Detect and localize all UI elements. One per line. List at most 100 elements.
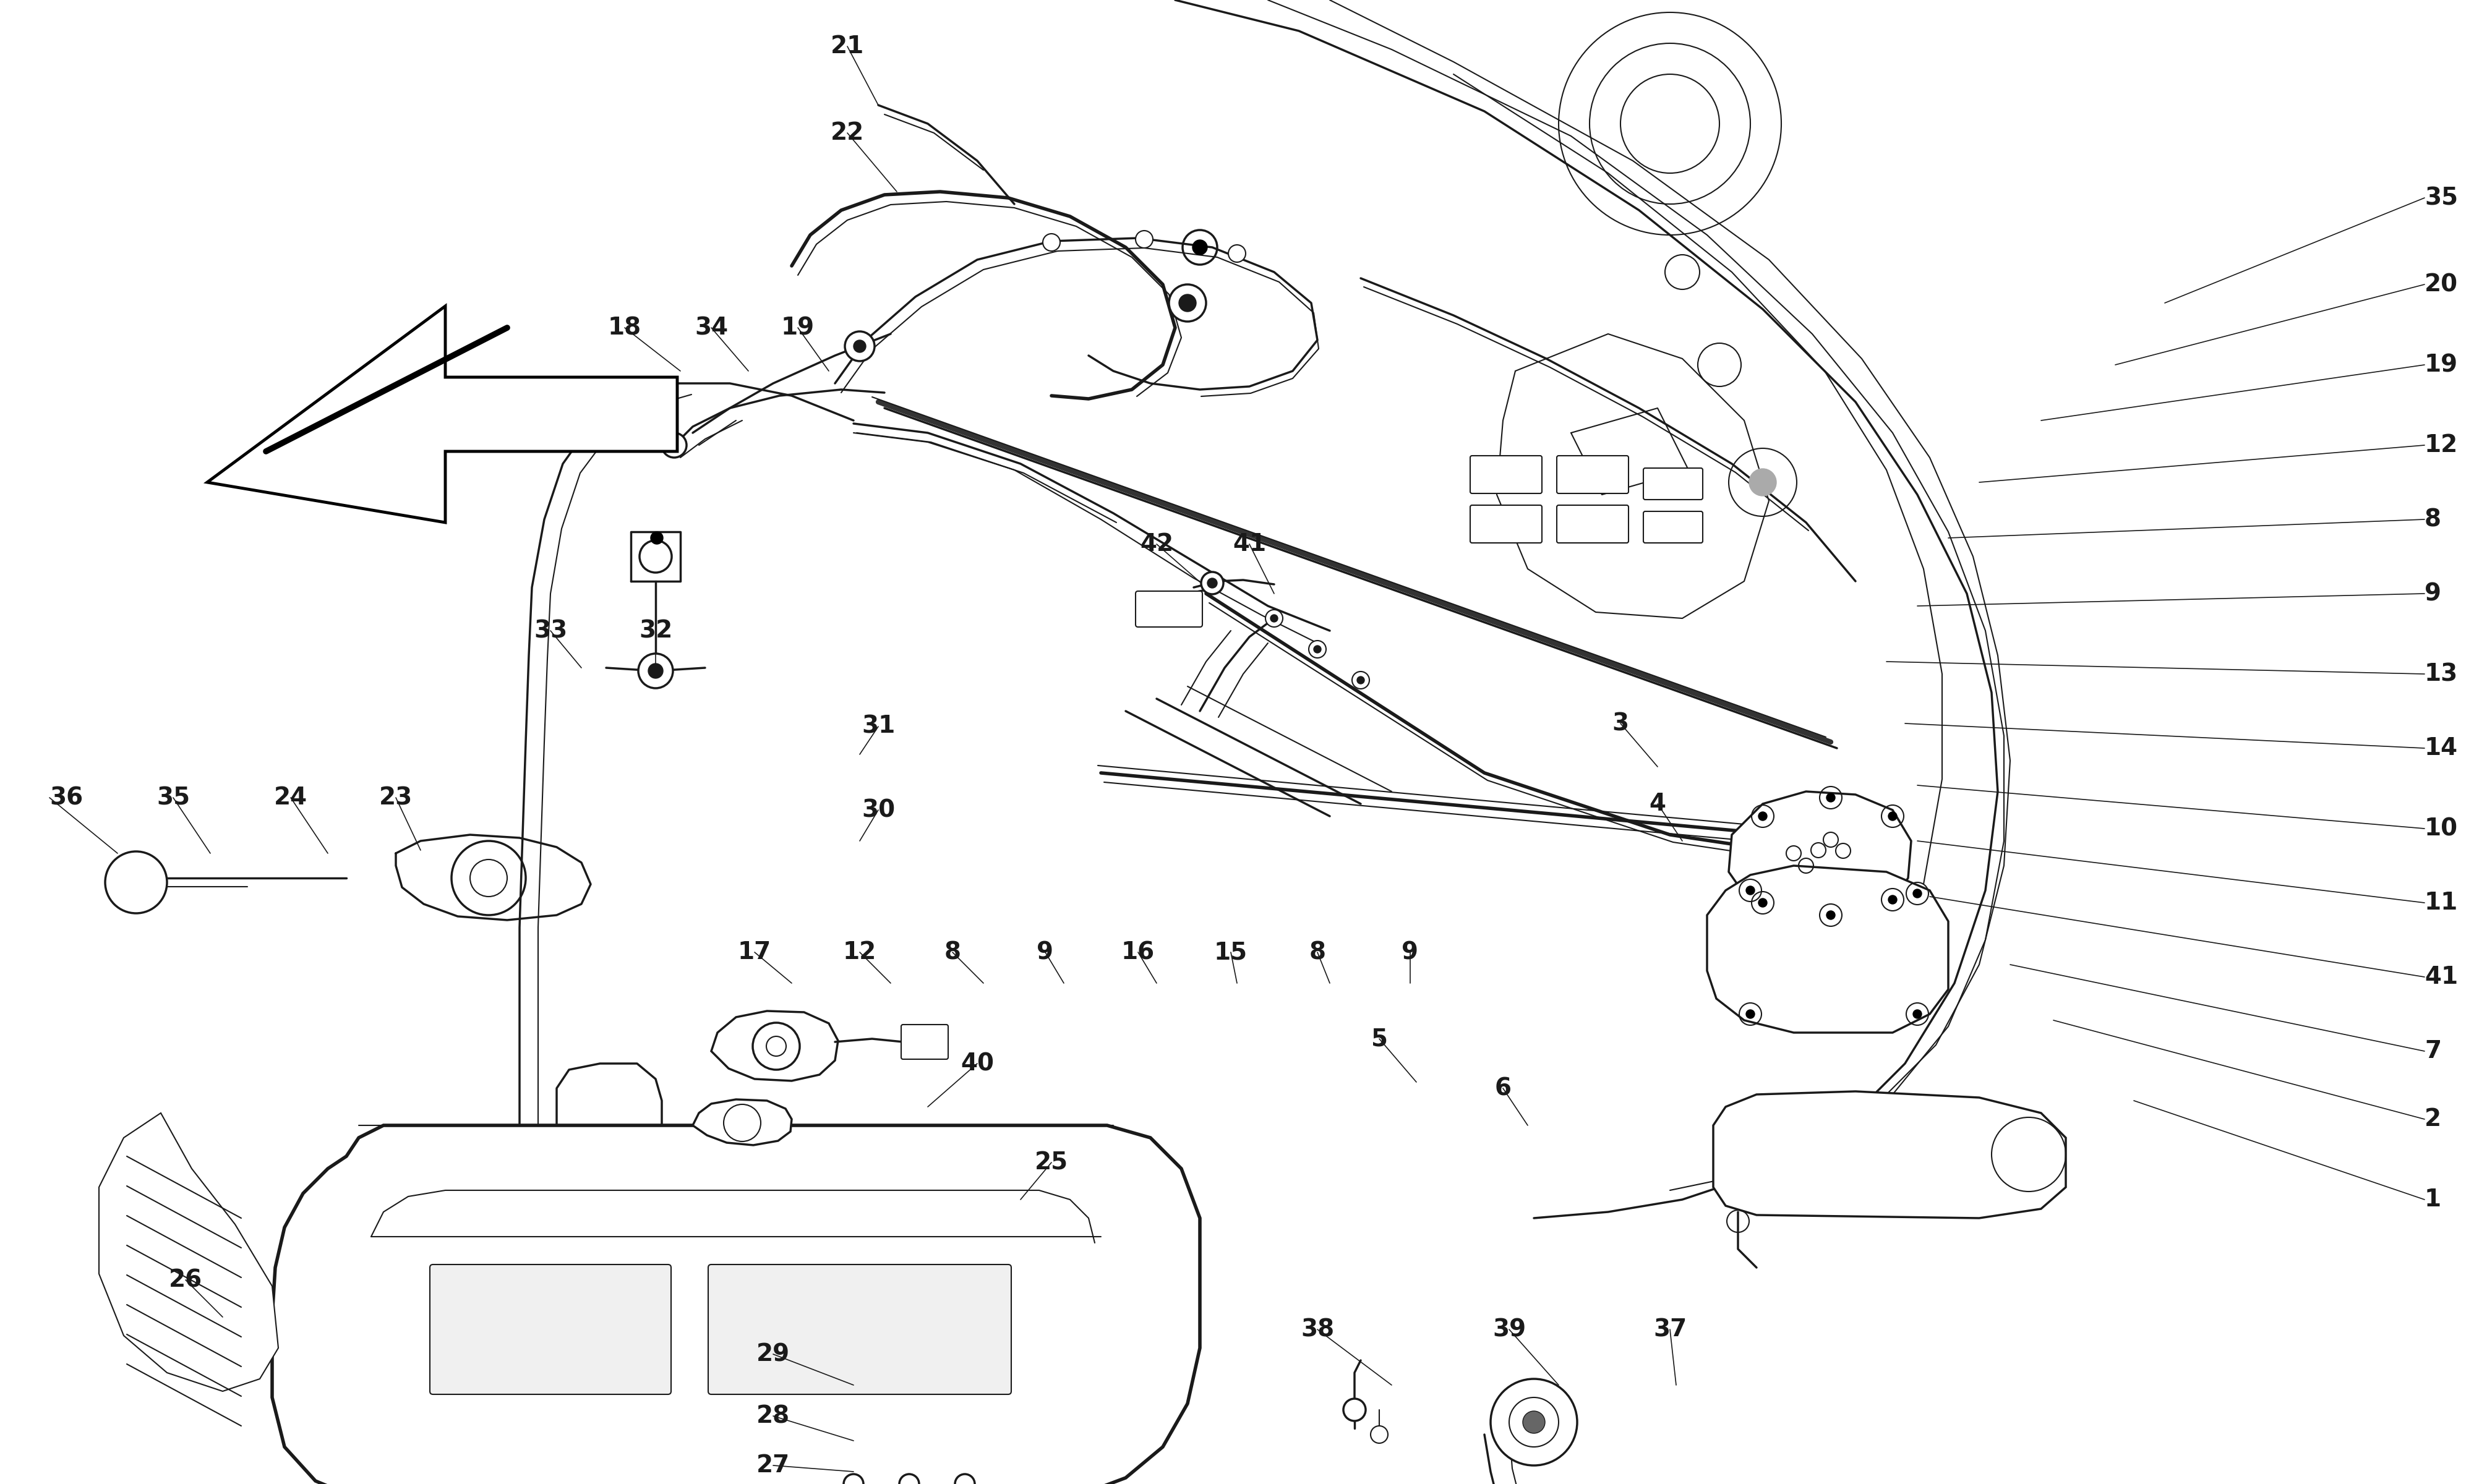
FancyBboxPatch shape	[1643, 467, 1702, 500]
Text: 8: 8	[945, 941, 960, 965]
Circle shape	[844, 1474, 863, 1484]
Text: 15: 15	[1215, 941, 1247, 965]
Polygon shape	[1707, 865, 1950, 1033]
Circle shape	[854, 340, 866, 352]
Circle shape	[1747, 886, 1754, 895]
FancyBboxPatch shape	[1556, 456, 1628, 493]
Text: 8: 8	[1309, 941, 1326, 965]
Polygon shape	[1729, 791, 1910, 922]
Text: 28: 28	[757, 1404, 789, 1428]
Text: 13: 13	[2425, 662, 2459, 686]
Circle shape	[1888, 812, 1898, 821]
Circle shape	[1192, 240, 1207, 255]
Text: 38: 38	[1301, 1318, 1333, 1342]
Text: 9: 9	[1037, 941, 1054, 965]
Text: 37: 37	[1653, 1318, 1687, 1342]
Text: 16: 16	[1121, 941, 1155, 965]
Circle shape	[1202, 571, 1222, 594]
Circle shape	[1180, 294, 1197, 312]
Circle shape	[1272, 614, 1277, 622]
Circle shape	[1351, 671, 1371, 689]
Text: 6: 6	[1494, 1076, 1512, 1100]
Text: 26: 26	[168, 1269, 203, 1291]
Circle shape	[1044, 233, 1059, 251]
Circle shape	[1207, 579, 1217, 588]
FancyBboxPatch shape	[1470, 456, 1541, 493]
Text: 9: 9	[2425, 582, 2442, 605]
Text: 9: 9	[1403, 941, 1418, 965]
Circle shape	[1747, 1009, 1754, 1018]
Text: 39: 39	[1492, 1318, 1526, 1342]
Text: 17: 17	[737, 941, 772, 965]
FancyBboxPatch shape	[708, 1264, 1012, 1395]
Circle shape	[663, 433, 688, 457]
Text: 4: 4	[1650, 792, 1665, 816]
Circle shape	[1170, 285, 1207, 322]
Circle shape	[767, 1036, 787, 1057]
Text: 35: 35	[156, 787, 190, 809]
Circle shape	[1343, 1398, 1366, 1422]
Circle shape	[1912, 889, 1922, 898]
Text: 42: 42	[1141, 533, 1173, 556]
Text: 19: 19	[782, 316, 814, 340]
Circle shape	[638, 653, 673, 689]
FancyBboxPatch shape	[1136, 591, 1202, 626]
FancyBboxPatch shape	[1470, 505, 1541, 543]
Text: 27: 27	[757, 1454, 789, 1477]
Text: 14: 14	[2425, 736, 2459, 760]
Text: 24: 24	[275, 787, 307, 809]
FancyBboxPatch shape	[901, 1024, 948, 1060]
Circle shape	[1759, 812, 1766, 821]
Circle shape	[651, 531, 663, 545]
FancyBboxPatch shape	[430, 1264, 670, 1395]
Text: 29: 29	[757, 1343, 789, 1365]
Circle shape	[1826, 794, 1836, 801]
Text: 12: 12	[2425, 433, 2459, 457]
Circle shape	[1371, 1426, 1388, 1442]
Text: 31: 31	[861, 715, 896, 738]
Text: 11: 11	[2425, 890, 2459, 914]
Text: 21: 21	[831, 34, 863, 58]
Text: 19: 19	[2425, 353, 2459, 377]
Text: 12: 12	[844, 941, 876, 965]
Text: 1: 1	[2425, 1187, 2442, 1211]
Circle shape	[901, 1474, 920, 1484]
Circle shape	[955, 1474, 975, 1484]
Circle shape	[1826, 911, 1836, 920]
Circle shape	[1524, 1411, 1544, 1434]
Circle shape	[648, 663, 663, 678]
Text: 3: 3	[1613, 712, 1628, 735]
Text: 5: 5	[1371, 1027, 1388, 1051]
Text: 22: 22	[831, 122, 863, 144]
Text: 30: 30	[861, 798, 896, 822]
Text: 33: 33	[534, 619, 567, 643]
Polygon shape	[693, 1100, 792, 1146]
Text: 20: 20	[2425, 273, 2459, 297]
Circle shape	[1136, 230, 1153, 248]
Circle shape	[1759, 898, 1766, 907]
Circle shape	[1356, 677, 1366, 684]
Circle shape	[1309, 641, 1326, 657]
Circle shape	[1888, 895, 1898, 904]
Text: 32: 32	[638, 619, 673, 643]
Polygon shape	[208, 306, 678, 522]
Circle shape	[1489, 1379, 1578, 1466]
Text: 2: 2	[2425, 1107, 2442, 1131]
Circle shape	[1314, 646, 1321, 653]
Circle shape	[104, 852, 168, 913]
FancyBboxPatch shape	[1643, 512, 1702, 543]
Text: 25: 25	[1034, 1150, 1069, 1174]
Circle shape	[1227, 245, 1247, 263]
Circle shape	[1912, 1009, 1922, 1018]
Text: 41: 41	[1232, 533, 1267, 556]
Text: 41: 41	[2425, 965, 2459, 988]
Circle shape	[1267, 610, 1282, 626]
Circle shape	[846, 331, 876, 361]
Polygon shape	[99, 1113, 277, 1392]
Text: 23: 23	[379, 787, 413, 809]
Polygon shape	[1712, 1091, 2066, 1218]
Text: 18: 18	[609, 316, 641, 340]
FancyBboxPatch shape	[1556, 505, 1628, 543]
Text: 10: 10	[2425, 816, 2459, 840]
Circle shape	[1749, 469, 1776, 496]
